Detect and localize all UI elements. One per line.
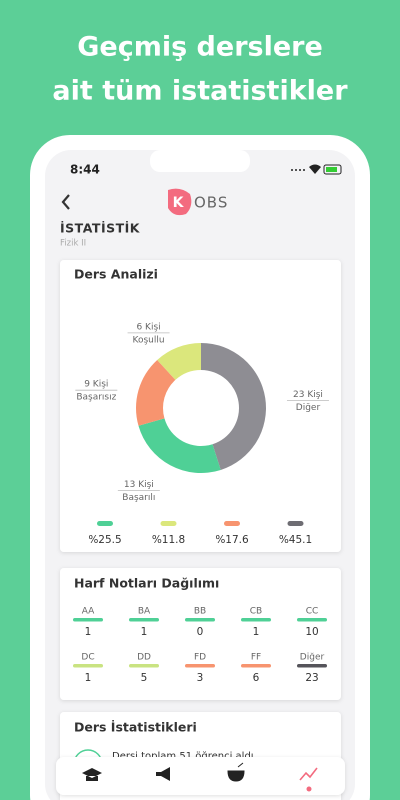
slice-label: Başarılı [122,493,155,503]
tab-icon[interactable] [82,768,102,781]
grade-bar [185,618,215,622]
page-title: İSTATİSTİK [60,221,141,236]
grade-count: 23 [305,672,318,684]
legend-label: %25.5 [88,534,121,546]
grade-bar [185,664,215,668]
slice-label: Başarısız [76,393,116,403]
slice-count: 13 Kişi [124,480,154,490]
grade-count: 3 [197,672,204,684]
logo-letter: K [173,195,185,211]
donut-slice [201,343,266,470]
tab-icon[interactable] [156,767,170,781]
logo-text: OBS [194,194,228,212]
back-button[interactable] [61,194,70,210]
grade-label: AA [82,607,95,617]
card-title: Ders Analizi [74,267,158,282]
grade-label: FD [194,653,206,663]
grade-bar [73,618,103,622]
grade-count: 10 [305,626,318,638]
grade-count: 6 [253,672,260,684]
legend-label: %17.6 [215,534,249,546]
grade-label: Diğer [300,653,325,663]
notch [150,150,250,172]
headline: Geçmiş derslere [77,32,323,63]
grade-count: 5 [141,672,148,684]
legend-swatch [287,521,304,526]
donut-slice [157,343,201,380]
phone-screen: 8:44 K OBS İSTATİSTİK Fizik II Ders Anal… [45,150,355,800]
grade-label: DC [81,653,94,663]
grade-grid: AA 1 BA 1 BB 0 CB 1 CC 10 DC 1 DD 5 FD 3 FF 6 Diğer 23 [73,607,327,684]
card-title: Harf Notları Dağılımı [74,576,219,591]
tab-icon[interactable] [299,767,318,792]
status-icons [291,164,342,175]
card-title: Ders İstatistikleri [74,720,197,735]
grade-label: DD [137,653,151,663]
legend-swatch [160,521,177,526]
legend-swatch [224,521,240,526]
grade-bar [241,618,271,622]
grade-count: 1 [253,626,260,638]
headline: ait tüm istatistikler [52,76,348,107]
tab-bar [56,757,345,795]
slice-count: 6 Kişi [136,322,160,332]
slice-label: Diğer [296,403,321,413]
tab-icon[interactable] [227,762,245,782]
grade-label: BB [194,607,206,617]
grade-bar [297,618,327,622]
grade-count: 1 [85,672,92,684]
grade-count: 1 [85,626,92,638]
grade-label: BA [138,607,151,617]
grade-bar [129,664,159,668]
donut-chart: 23 Kişi Diğer 13 Kişi Başarılı 9 Kişi Başarıs… [75,322,329,503]
legend-swatch [97,521,113,526]
grade-label: CB [250,607,262,617]
grade-count: 0 [197,626,204,638]
slice-count: 9 Kişi [84,380,108,390]
grade-bar [73,664,103,668]
legend: %25.5 %11.8 %17.6 %45.1 [88,521,312,546]
grade-bar [129,618,159,622]
slice-count: 23 Kişi [293,390,323,400]
donut-slice [136,359,176,426]
grade-label: FF [251,653,261,663]
legend-label: %45.1 [279,534,312,546]
grade-bar [297,664,327,668]
page-subtitle: Fizik II [60,239,86,249]
legend-label: %11.8 [152,534,185,546]
grade-label: CC [306,607,319,617]
grade-bar [241,664,271,668]
logo-mark [168,188,192,216]
grade-count: 1 [141,626,148,638]
slice-label: Koşullu [133,335,165,345]
status-time: 8:44 [70,163,100,177]
donut-slice [138,418,221,473]
